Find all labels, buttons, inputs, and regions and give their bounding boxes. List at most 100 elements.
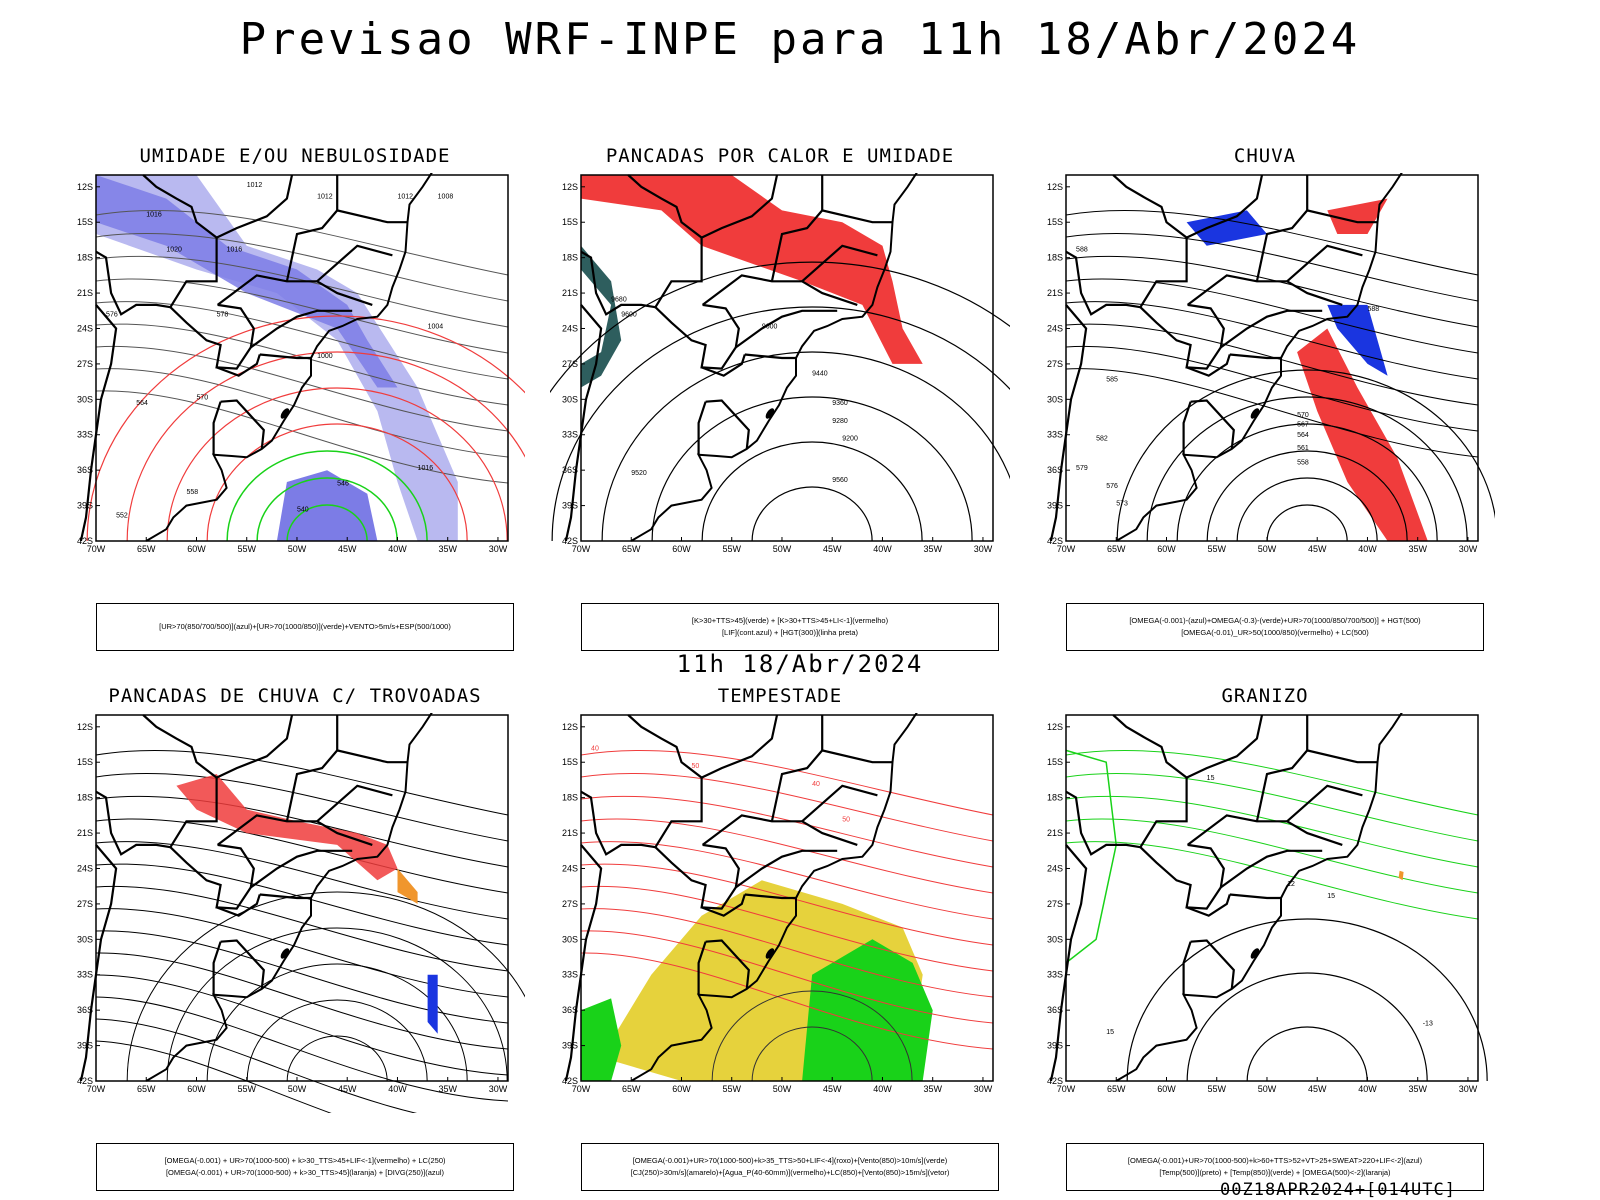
border-line [1190, 939, 1235, 990]
lat-tick-label: 24S [562, 323, 578, 333]
contour-label: 588 [1367, 306, 1379, 313]
lc250-contour [126, 891, 525, 1082]
border-line [564, 304, 603, 542]
streamline [1065, 795, 1479, 868]
contour-label: 561 [1297, 445, 1309, 452]
streamline [95, 1040, 332, 1113]
streamline [1065, 255, 1479, 328]
streamline [1065, 345, 1479, 432]
lat-tick-label: 15S [77, 757, 93, 767]
contour-label: 50 [842, 816, 850, 823]
border-line [250, 849, 353, 889]
border-line [95, 174, 218, 316]
lon-tick-label: 45W [823, 1084, 842, 1094]
wind850-area-green [802, 939, 933, 1081]
border-line [1182, 401, 1192, 455]
legend-line: [OMEGA(-0.001)+UR>70(1000-500)+k>35_TTS>… [632, 1156, 948, 1165]
lat-tick-label: 24S [562, 863, 578, 873]
lat-tick-label: 42S [1047, 1076, 1063, 1086]
border-line [1065, 714, 1188, 856]
border-line [285, 209, 408, 282]
legend-line: [K>30+TTS>45](verde) + [K>30+TTS>45+LI<-… [691, 616, 889, 625]
coastline [145, 713, 433, 1082]
streamline [580, 818, 994, 894]
border-line [701, 354, 746, 377]
lon-tick-label: 50W [773, 544, 792, 554]
legend-line: [CJ(250)>30m/s](amarelo)+[Agua_P(40-60mm… [630, 1168, 950, 1177]
border-line [654, 843, 740, 910]
lon-tick-label: 50W [1258, 544, 1277, 554]
temp500-contour [1126, 918, 1488, 1082]
map-frame [1065, 714, 1479, 1082]
lat-tick-label: 12S [77, 182, 93, 192]
lat-tick-label: 42S [77, 1076, 93, 1086]
border-line [212, 401, 222, 455]
border-line [216, 274, 373, 306]
legend-line: [OMEGA(-0.001) + UR>70(1000-500) + k>30_… [164, 1156, 446, 1165]
border-line [705, 939, 750, 990]
contour-label: 567 [1297, 421, 1309, 428]
lat-tick-label: 27S [562, 359, 578, 369]
legend-line: [OMEGA(-0.001) + UR>70(1000-500) + k>30_… [165, 1168, 445, 1177]
streamline [95, 952, 509, 1050]
lon-tick-label: 40W [873, 1084, 892, 1094]
lat-tick-label: 15S [562, 217, 578, 227]
lat-tick-label: 39S [1047, 501, 1063, 511]
panel-title: UMIDADE E/OU NEBULOSIDADE [139, 145, 451, 167]
contour-label: 9600 [762, 323, 778, 330]
border-line [1186, 354, 1231, 377]
contour-label: 12 [1287, 881, 1295, 888]
lon-tick-label: 60W [1157, 544, 1176, 554]
lon-tick-label: 60W [187, 1084, 206, 1094]
contour-label: 9560 [832, 477, 848, 484]
streamline [95, 885, 509, 972]
streamline [95, 232, 509, 302]
lat-tick-label: 24S [77, 863, 93, 873]
moisture-area-dark [96, 175, 398, 388]
contour-label: 552 [116, 512, 128, 519]
border-line [1182, 941, 1192, 995]
lat-tick-label: 33S [1047, 430, 1063, 440]
border-line [250, 309, 353, 349]
lat-tick-label: 36S [562, 465, 578, 475]
lon-tick-label: 65W [622, 544, 641, 554]
lat-tick-label: 42S [77, 536, 93, 546]
streamline [95, 841, 509, 920]
contour-label: 9680 [611, 296, 627, 303]
streamline [95, 323, 509, 406]
streamline [1065, 749, 1479, 816]
panel-legend: [OMEGA(-0.001)-(azul)+OMEGA(-0.3)-(verde… [1066, 603, 1484, 651]
contour-label: 1008 [438, 194, 454, 201]
streamline [580, 863, 994, 946]
panel-title: PANCADAS DE CHUVA C/ TROVOADAS [108, 685, 482, 707]
lon-tick-label: 60W [1157, 1084, 1176, 1094]
lat-tick-label: 15S [562, 757, 578, 767]
border-line [1139, 843, 1225, 910]
panel-chuva: CHUVA 588 585 582 579 576 573 570 567 564 561 558 5… [1035, 145, 1495, 651]
lagoa-dos-patos [765, 948, 775, 959]
lat-tick-label: 27S [1047, 359, 1063, 369]
lat-tick-label: 18S [77, 793, 93, 803]
lat-tick-label: 33S [77, 430, 93, 440]
lon-tick-label: 30W [489, 544, 508, 554]
lat-tick-label: 21S [77, 828, 93, 838]
border-line [1049, 304, 1088, 542]
map-pancadas-calor: 9680 9600 9520 9440 9360 9280 9200 9560 9600 12S 1… [550, 173, 1010, 573]
border-line [1286, 784, 1363, 823]
lat-tick-label: 36S [77, 465, 93, 475]
streamline [95, 930, 509, 1024]
lon-tick-label: 30W [1459, 1084, 1478, 1094]
legend-line: [OMEGA(-0.001)+UR>70(1000-500)+k>60+TTS>… [1127, 1156, 1423, 1165]
lon-tick-label: 50W [773, 1084, 792, 1094]
streamline [95, 863, 509, 946]
lc250-contour [166, 927, 508, 1082]
contour-label: 558 [186, 489, 198, 496]
panel-trovoadas: PANCADAS DE CHUVA C/ TROVOADAS 12S 15S 18S… [65, 685, 525, 1191]
lon-tick-label: 35W [923, 544, 942, 554]
streamline [95, 1018, 418, 1113]
lon-tick-label: 70W [572, 544, 591, 554]
border-line [169, 303, 255, 370]
streamline [95, 255, 509, 328]
lon-tick-label: 65W [622, 1084, 641, 1094]
border-line [1139, 303, 1225, 370]
